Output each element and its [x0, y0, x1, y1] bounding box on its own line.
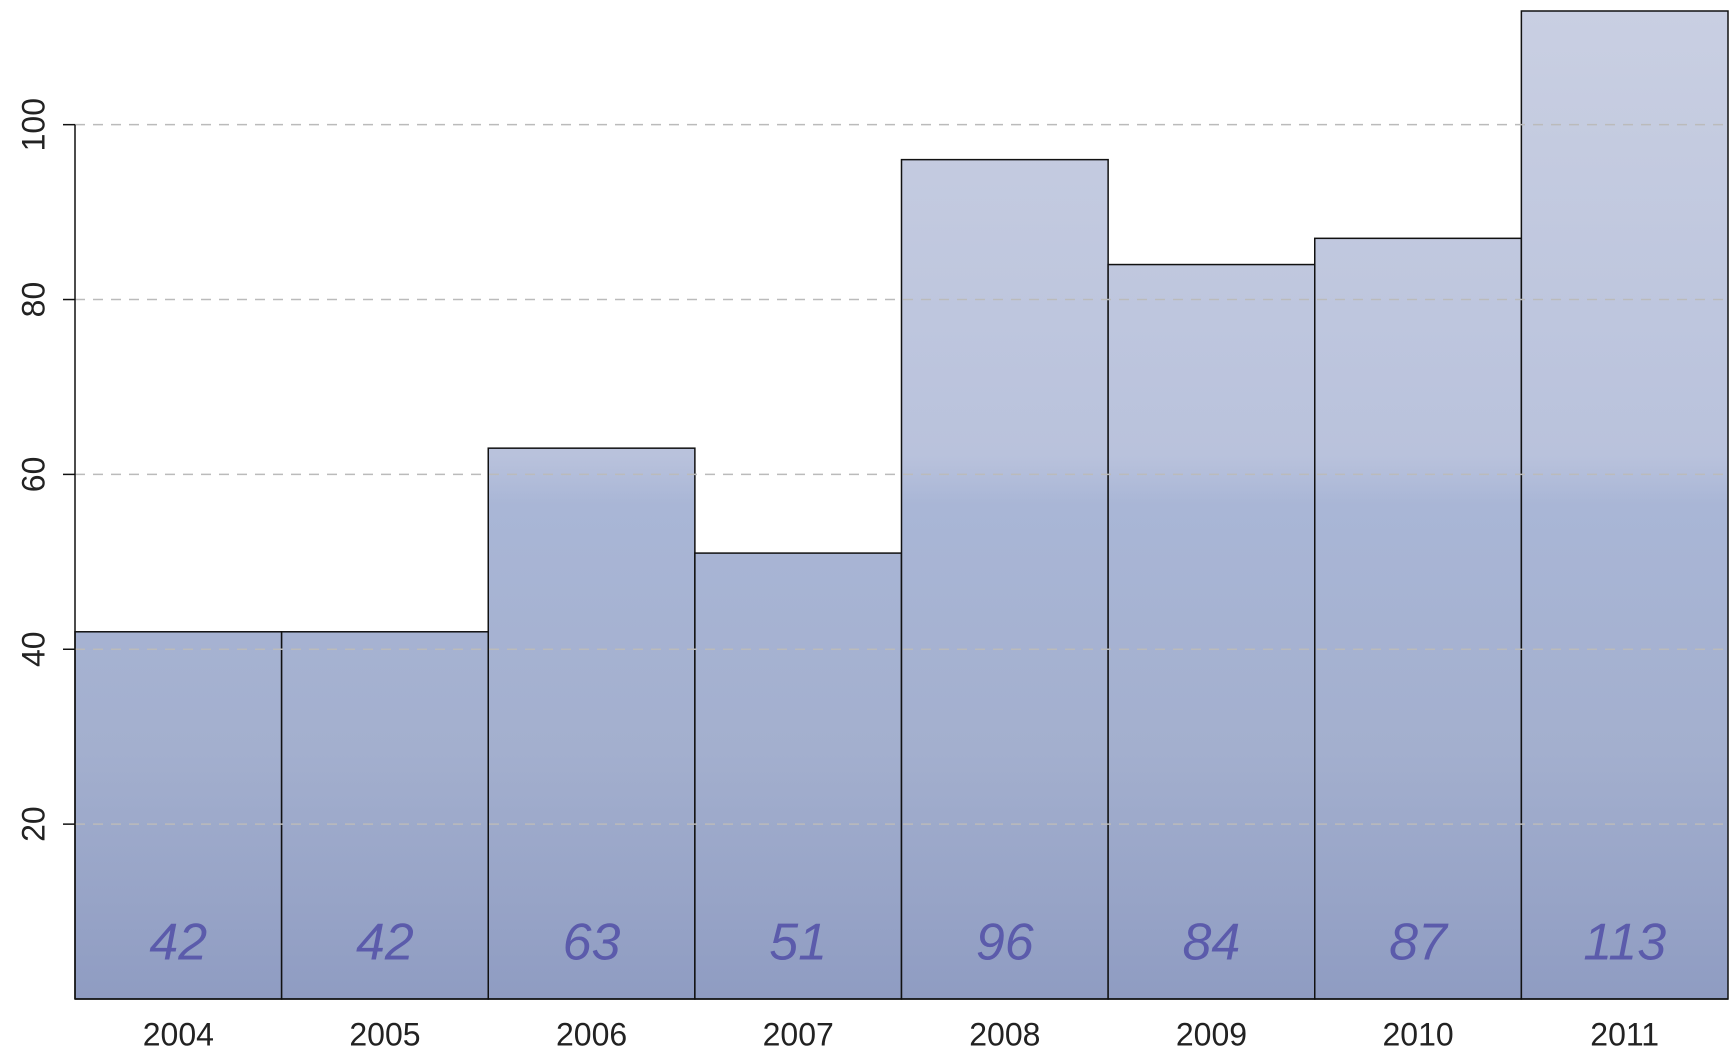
- bars: [74, 10, 1729, 1000]
- y-tick-label: 40: [15, 631, 51, 667]
- x-tick-label: 2007: [763, 1016, 834, 1052]
- overlay: 42 2004 42 2005 63 2006 51 2007 96 2008 84 2009 87 20…: [15, 98, 1728, 1052]
- x-tick-label: 2011: [1590, 1016, 1659, 1052]
- value-label: 42: [356, 914, 414, 972]
- bar: [1520, 10, 1729, 1000]
- value-label: 42: [149, 914, 207, 972]
- bar: [1107, 263, 1316, 1000]
- x-tick-label: 2005: [349, 1016, 420, 1052]
- value-label: 63: [563, 914, 621, 972]
- y-tick-label: 60: [15, 457, 51, 493]
- bar: [900, 158, 1109, 1000]
- y-tick-label: 20: [15, 806, 51, 842]
- value-label: 51: [769, 914, 827, 972]
- x-tick-label: 2008: [969, 1016, 1040, 1052]
- x-tick-label: 2009: [1176, 1016, 1247, 1052]
- x-tick-label: 2010: [1382, 1016, 1453, 1052]
- value-label: 84: [1183, 914, 1241, 972]
- y-tick-label: 80: [15, 282, 51, 318]
- y-tick-label: 100: [15, 98, 51, 151]
- value-label: 87: [1389, 914, 1449, 972]
- value-label: 113: [1583, 914, 1666, 972]
- bar: [74, 631, 283, 1000]
- bar: [280, 631, 489, 1000]
- x-tick-label: 2004: [143, 1016, 214, 1052]
- bar: [694, 552, 903, 1000]
- x-tick-label: 2006: [556, 1016, 627, 1052]
- bar: [487, 447, 696, 1000]
- value-label: 96: [976, 914, 1034, 972]
- bar: [1314, 237, 1523, 1000]
